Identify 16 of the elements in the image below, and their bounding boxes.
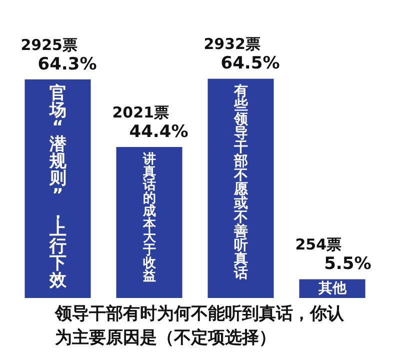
annotation: 2021票 <box>112 103 169 122</box>
x-tick-label: 其他 <box>317 280 348 296</box>
data-label: 44.4% <box>129 122 188 142</box>
bar <box>24 79 91 298</box>
category-label: 有些领导干部不愿或不善听真话 <box>234 83 248 282</box>
data-label: 64.5% <box>220 54 280 74</box>
bar <box>116 147 182 298</box>
data-label: 64.3% <box>38 54 97 74</box>
bar <box>208 78 274 298</box>
text: 领导干部有时为何不能听到真话，你认为主要原因是（不定项选择） <box>55 303 345 350</box>
category-label: 讲真话的成本大于收益 <box>142 152 156 284</box>
annotation: 2925票 <box>20 36 78 54</box>
category-label: 官场“潜规则”，上行下效 <box>49 83 66 290</box>
data-label: 5.5% <box>324 254 372 274</box>
annotation: 2932票 <box>204 35 260 54</box>
annotation: 254票 <box>295 236 342 254</box>
